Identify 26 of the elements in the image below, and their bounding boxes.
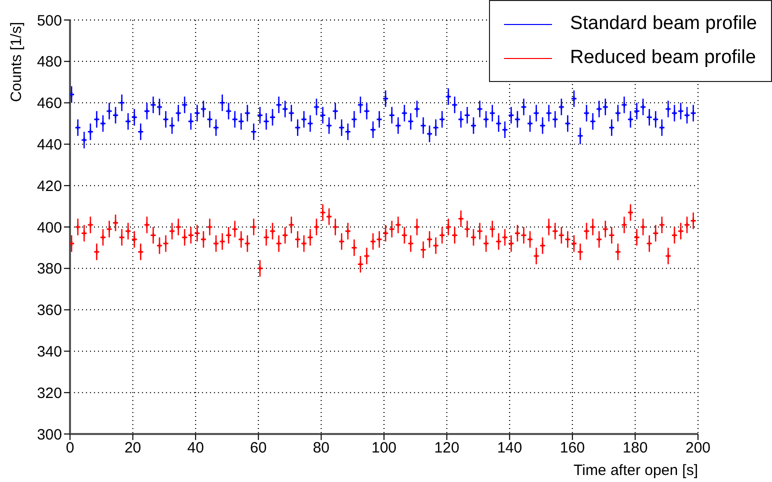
y-tick-label: 480 [36, 54, 62, 71]
y-tick-label: 440 [36, 136, 62, 154]
legend-label: Standard beam profile [570, 13, 757, 35]
x-tick-label: 80 [312, 440, 330, 457]
y-tick-label: 400 [36, 219, 62, 236]
x-tick-label: 40 [187, 440, 204, 457]
x-tick-label: 140 [497, 440, 522, 457]
y-tick-label: 460 [36, 95, 62, 112]
x-tick-label: 120 [434, 440, 460, 457]
y-tick-label: 500 [36, 12, 62, 30]
legend-label: Reduced beam profile [570, 47, 756, 69]
y-tick-label: 420 [36, 178, 62, 195]
x-tick-label: 200 [685, 440, 711, 457]
y-tick-label: 380 [36, 260, 62, 278]
y-tick-label: 320 [36, 384, 62, 402]
x-tick-label: 0 [66, 440, 74, 457]
x-tick-label: 160 [560, 440, 585, 457]
x-tick-label: 100 [371, 440, 397, 457]
x-tick-label: 60 [250, 440, 267, 457]
y-tick-label: 300 [36, 426, 62, 444]
y-tick-label: 360 [36, 302, 62, 320]
x-tick-label: 180 [622, 440, 648, 457]
x-tick-label: 20 [124, 440, 142, 457]
x-axis-title: Time after open [s] [574, 462, 698, 479]
y-tick-label: 340 [36, 344, 62, 361]
y-axis-title: Counts [1/s] [8, 22, 25, 102]
